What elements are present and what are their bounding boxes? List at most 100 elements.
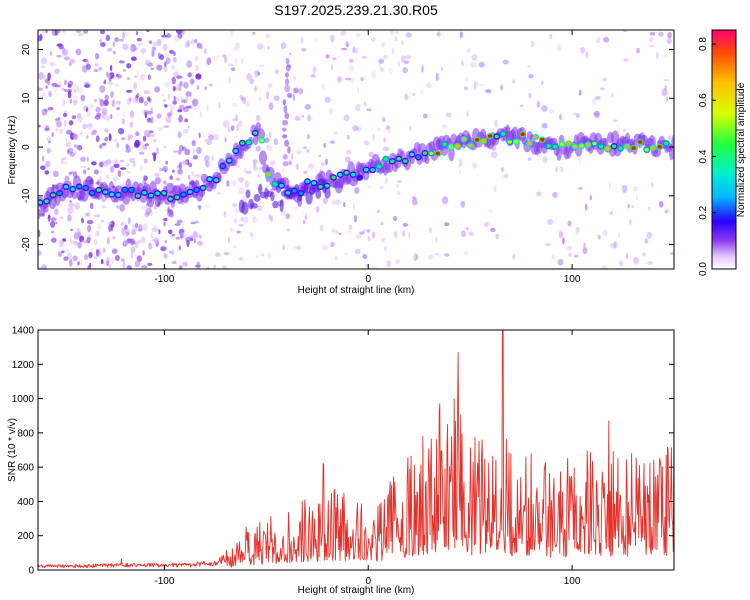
spectrogram-noise-cell [131, 251, 134, 259]
spectrogram-noise-cell [244, 180, 249, 189]
spectrogram-noise-cell [133, 141, 140, 149]
spectrogram-ridge-core [311, 181, 317, 185]
spectrogram-noise-cell [331, 64, 333, 71]
spectrogram-noise-cell [62, 157, 67, 161]
spectrogram-noise-cell [42, 155, 45, 162]
spectrogram-ridge-core [540, 137, 545, 142]
spectrogram-noise-cell [74, 202, 80, 210]
spectrogram-noise-cell [176, 75, 183, 79]
spectrogram-noise-cell [379, 66, 384, 73]
spectrogram-noise-cell [393, 36, 398, 42]
spectrogram-noise-cell [100, 111, 107, 120]
spectrogram-noise-cell [230, 30, 234, 37]
spectrogram-noise-cell [194, 220, 199, 224]
spectrogram-noise-cell [120, 137, 126, 141]
spectrogram-noise-cell [135, 30, 139, 36]
spectrogram-noise-cell [665, 96, 668, 103]
spectrogram-noise-cell [622, 190, 627, 194]
spectrogram-noise-cell [177, 168, 183, 175]
spectrogram-noise-cell [160, 246, 167, 252]
spectrogram-noise-cell [488, 209, 493, 214]
spectrogram-noise-cell [127, 217, 131, 225]
spectrogram-noise-cell [649, 32, 656, 36]
spectrogram-noise-cell [143, 109, 149, 115]
spectrogram-noise-cell [113, 163, 120, 169]
spectrogram-y-tick-label: 0 [21, 144, 32, 150]
spectrogram-noise-cell [127, 134, 134, 140]
spectrogram-noise-cell [289, 52, 292, 56]
spectrogram-noise-cell [218, 101, 221, 109]
spectrogram-noise-cell [151, 227, 158, 233]
spectrogram-noise-cell [138, 151, 145, 155]
spectrogram-noise-cell [102, 110, 106, 118]
spectrogram-ridge-core [187, 190, 193, 194]
spectrogram-noise-cell [38, 229, 41, 238]
spectrogram-noise-cell [182, 261, 188, 267]
spectrogram-noise-cell [156, 64, 163, 71]
spectrogram-noise-cell [169, 175, 174, 180]
spectrogram-noise-cell [307, 114, 311, 122]
spectrogram-noise-cell [366, 108, 372, 111]
spectrogram-ridge-core [585, 142, 591, 147]
spectrogram-noise-cell [56, 54, 63, 58]
spectrogram-noise-cell [323, 142, 327, 148]
spectrogram-noise-cell [330, 140, 335, 144]
spectrogram-ridge-core [514, 139, 519, 144]
spectrogram-noise-cell [171, 65, 175, 71]
spectrogram-noise-cell [65, 137, 68, 142]
spectrogram-noise-cell [86, 122, 94, 130]
spectrogram-noise-cell [239, 257, 244, 261]
spectrogram-noise-cell [558, 230, 564, 239]
spectrogram-noise-cell [541, 105, 548, 112]
spectrogram-ridge-core [240, 141, 245, 145]
spectrogram-ridge-core [337, 172, 343, 177]
spectrogram-noise-cell [131, 46, 138, 51]
spectrogram-noise-cell [303, 170, 308, 174]
spectrogram-noise-cell [68, 202, 75, 208]
spectrogram-noise-cell [152, 224, 159, 232]
spectrogram-noise-cell [340, 30, 347, 36]
spectrogram-ridge-core [200, 186, 206, 190]
spectrogram-noise-cell [293, 87, 299, 94]
spectrogram-noise-cell [38, 124, 41, 128]
spectrogram-ridge-core [298, 191, 304, 195]
spectrogram-noise-cell [87, 265, 91, 269]
spectrogram-noise-cell [298, 87, 304, 95]
spectrogram-noise-cell [556, 43, 562, 52]
spectrogram-noise-cell [188, 174, 191, 181]
spectrogram-noise-cell [441, 196, 449, 205]
spectrogram-noise-cell [95, 230, 100, 237]
spectrogram-noise-cell [333, 131, 338, 135]
spectrogram-noise-cell [67, 206, 74, 215]
spectrogram-noise-cell [113, 138, 118, 142]
spectrogram-noise-cell [420, 89, 424, 94]
spectrogram-noise-cell [230, 67, 236, 72]
spectrogram-noise-cell [182, 160, 188, 166]
spectrogram-noise-cell [444, 222, 450, 227]
spectrogram-noise-cell [383, 54, 388, 60]
spectrogram-noise-cell [386, 260, 392, 268]
spectrogram-noise-cell [186, 239, 190, 248]
spectrogram-noise-cell [319, 224, 324, 232]
spectrogram-noise-cell [213, 55, 219, 62]
spectrogram-noise-cell [460, 200, 466, 208]
spectrogram-noise-cell [157, 126, 164, 132]
spectrogram-noise-cell [648, 206, 651, 211]
spectrogram-noise-cell [131, 228, 138, 231]
spectrogram-x-tick-label: 0 [365, 274, 371, 285]
spectrogram-noise-cell [273, 138, 278, 146]
spectrogram-noise-cell [112, 41, 116, 47]
spectrogram-noise-cell [459, 31, 463, 39]
spectrogram-noise-cell [46, 147, 51, 154]
spectrogram-noise-cell [478, 61, 485, 68]
spectrogram-noise-cell [165, 160, 169, 165]
spectrogram-noise-cell [124, 149, 132, 153]
spectrogram-noise-cell [520, 104, 524, 108]
spectrogram-noise-cell [306, 149, 310, 153]
spectrogram-ridge-core [83, 186, 88, 190]
spectrogram-noise-cell [161, 34, 168, 38]
spectrogram-noise-cell [170, 202, 175, 208]
spectrogram-ridge-core [461, 137, 467, 141]
colorbar-gradient [711, 29, 737, 270]
spectrogram-noise-cell [88, 252, 93, 259]
